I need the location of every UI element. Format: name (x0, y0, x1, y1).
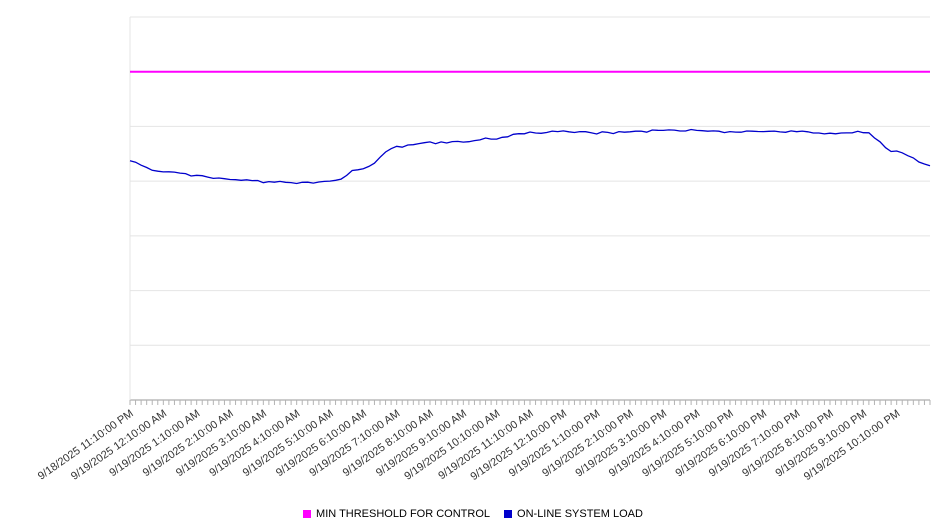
load-swatch (504, 510, 513, 518)
legend: MIN THRESHOLD FOR CONTROL ON-LINE SYSTEM… (0, 508, 946, 520)
threshold-swatch (303, 510, 312, 518)
legend-label-load: ON-LINE SYSTEM LOAD (517, 508, 643, 520)
load-line[interactable] (129, 128, 931, 185)
legend-item-load[interactable]: ON-LINE SYSTEM LOAD (504, 508, 643, 520)
legend-label-threshold: MIN THRESHOLD FOR CONTROL (316, 508, 491, 520)
legend-item-threshold[interactable]: MIN THRESHOLD FOR CONTROL (303, 508, 490, 520)
